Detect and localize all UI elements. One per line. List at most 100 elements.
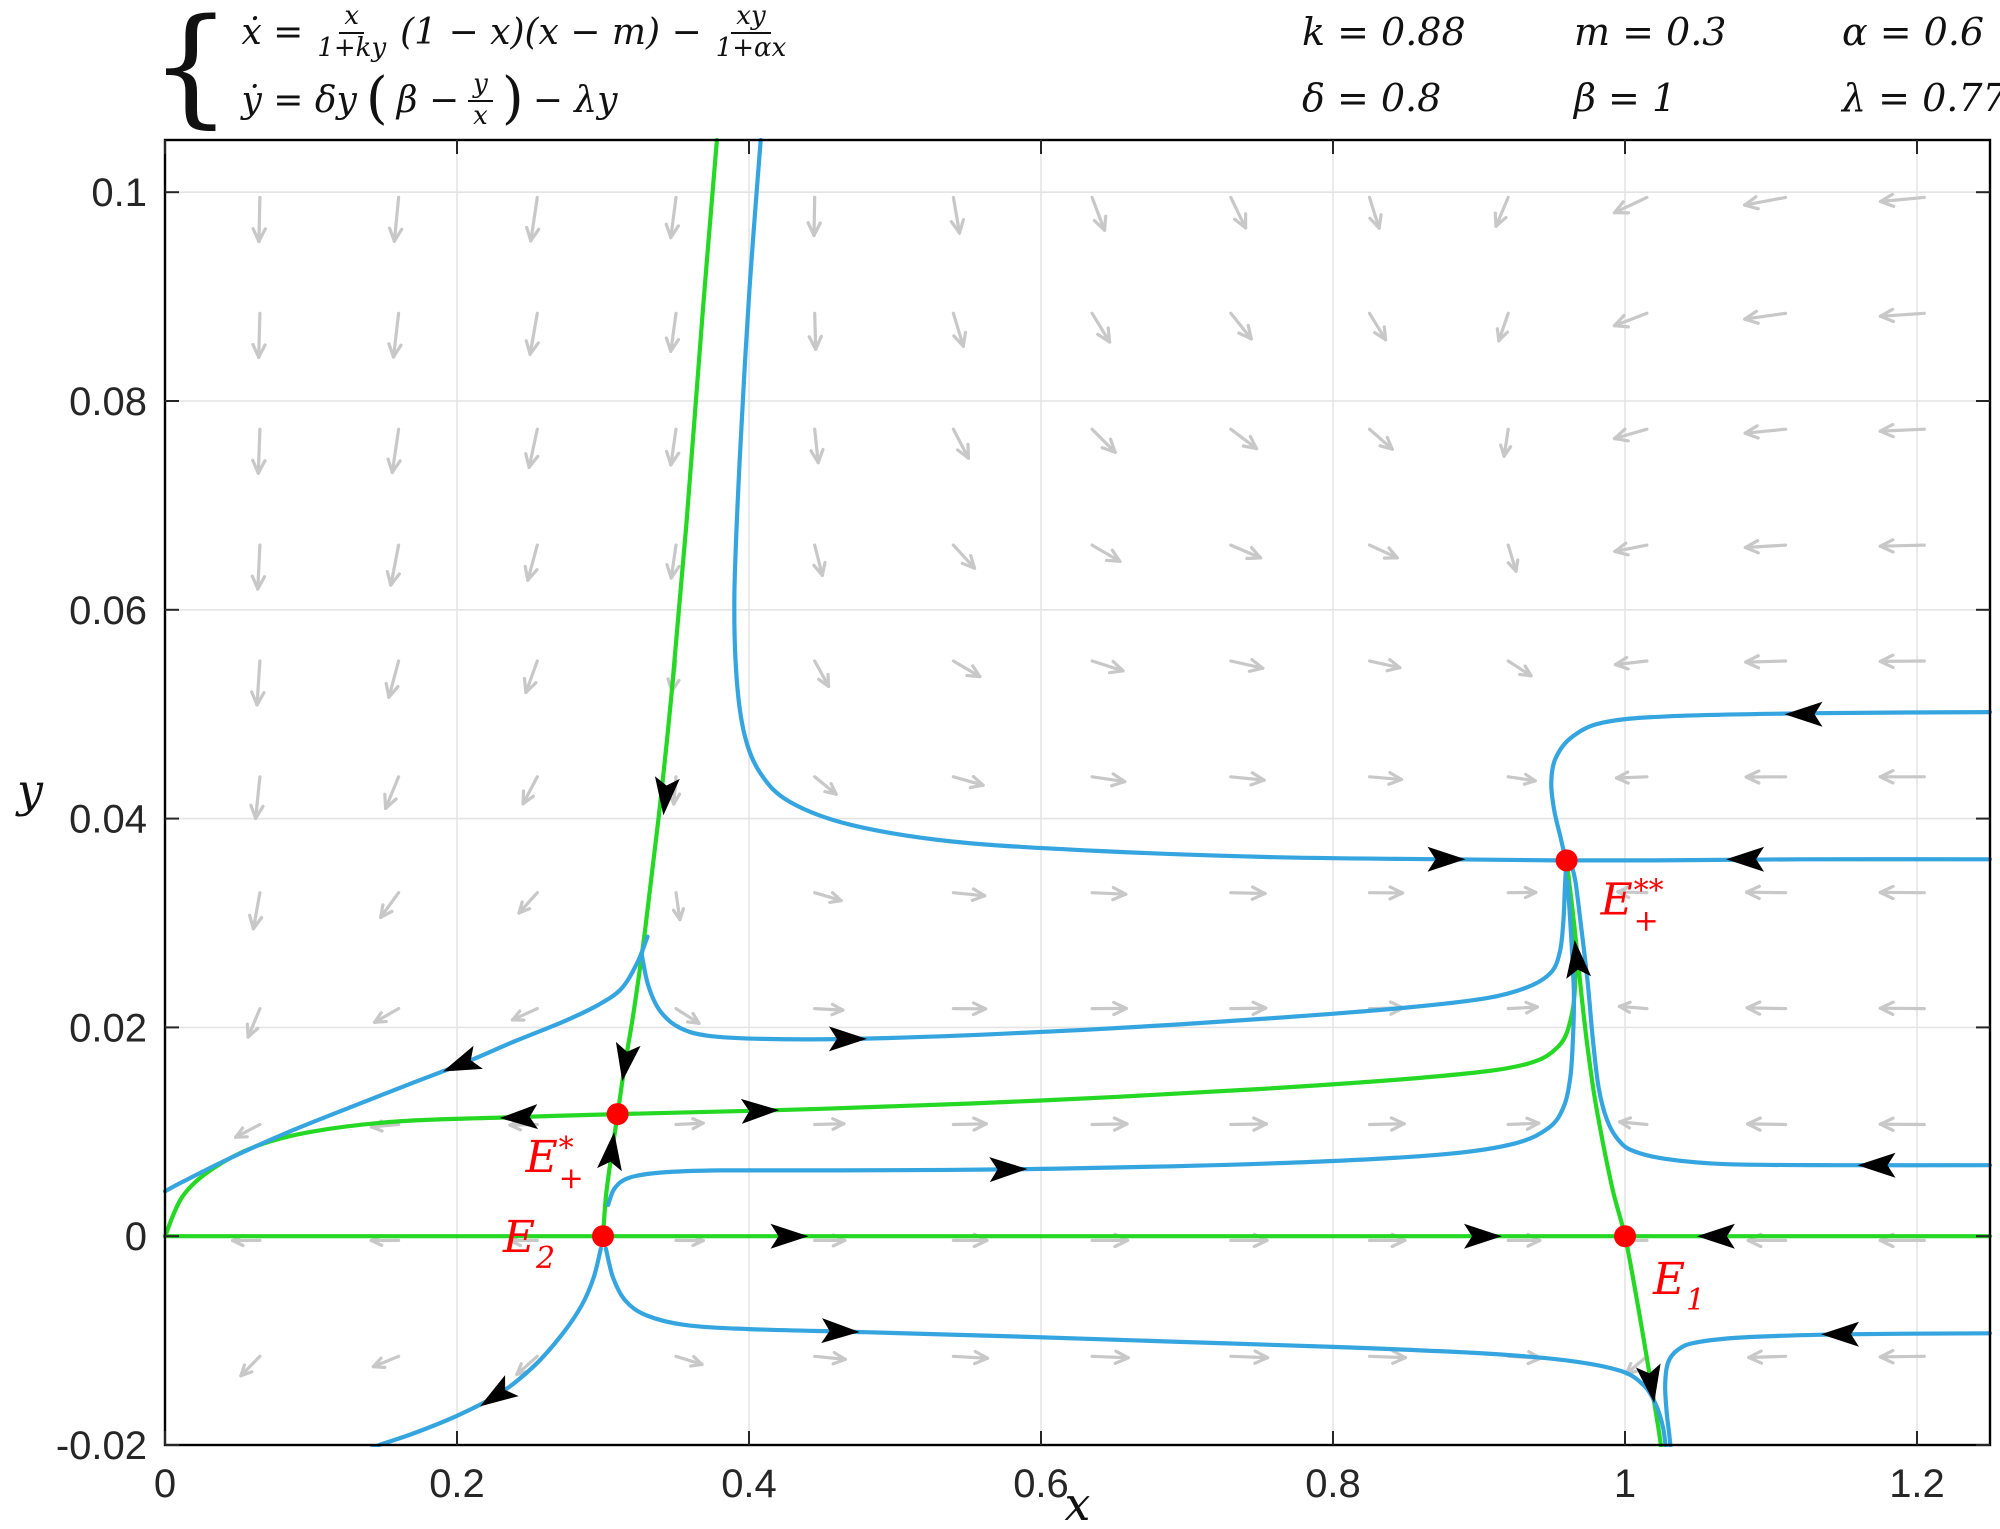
quiver-arrow xyxy=(1616,890,1649,895)
quiver-arrow xyxy=(1878,311,1926,318)
quiver-arrow xyxy=(1229,1122,1269,1127)
curve-manifold-vertical-E2-Eplus-star xyxy=(600,138,719,1239)
param-k: k = 0.88 xyxy=(1302,10,1466,54)
ode-ydot-equation: ẏ = δy ( β − y x ) − λy xyxy=(241,69,791,132)
x-tick-label: 0.6 xyxy=(1013,1462,1069,1506)
quiver-arrow xyxy=(527,427,539,469)
quiver-arrow xyxy=(1612,311,1649,328)
quiver-arrow xyxy=(1497,311,1510,343)
quiver-arrow xyxy=(951,195,962,235)
equilibrium-label-E1: E1 xyxy=(1652,1254,1705,1318)
curve-trajectory-low-from-right-edge xyxy=(1568,861,1992,1168)
quiver-arrow xyxy=(1367,659,1402,670)
quiver-arrow xyxy=(257,195,262,243)
x-tick-label: 0 xyxy=(154,1462,176,1506)
curve-manifold-vertical-E1-Eplus-2star xyxy=(1564,858,1664,1447)
y-tick-label: 0 xyxy=(125,1215,147,1259)
quiver-arrow xyxy=(813,1006,845,1012)
flow-direction-arrow xyxy=(1635,1363,1661,1404)
flow-direction-arrow xyxy=(1566,939,1592,979)
quiver-arrow xyxy=(255,659,262,707)
quiver-arrow xyxy=(369,1122,401,1129)
quiver-arrow xyxy=(951,659,982,679)
quiver-arrow xyxy=(1090,659,1125,673)
param-m: m = 0.3 xyxy=(1574,10,1727,54)
quiver-arrow xyxy=(1090,1354,1130,1360)
param-alpha: α = 0.6 xyxy=(1842,10,1985,54)
quiver-arrow xyxy=(951,891,987,898)
quiver-arrow xyxy=(1367,543,1399,560)
equilibrium-points: E2 E* + E1 E** + xyxy=(502,849,1705,1318)
curve-trajectory-right-y005 xyxy=(1549,710,1992,857)
quiver-arrow xyxy=(1612,427,1649,441)
quiver-arrow xyxy=(951,1354,990,1360)
flow-direction-arrows xyxy=(442,701,1896,1407)
xdot-fraction-1: x 1+ky xyxy=(317,1,387,63)
quiver-arrow xyxy=(813,311,818,351)
xdot-lhs: ẋ = xyxy=(241,12,304,54)
quiver-arrow xyxy=(1612,195,1649,215)
quiver-arrow xyxy=(392,195,401,243)
quiver-arrow xyxy=(951,543,977,570)
quiver-arrow xyxy=(1090,543,1122,564)
quiver-arrow xyxy=(390,427,401,474)
ode-system: { ẋ = x 1+ky (1 − x)(x − m) − xy 1+αx ẏ … xyxy=(150,0,791,141)
quiver-arrow xyxy=(1613,543,1649,554)
curve-trajectory-top-descending xyxy=(732,138,1557,863)
x-tick-label: 0.4 xyxy=(721,1462,777,1506)
flow-direction-arrow xyxy=(1857,1152,1896,1178)
quiver-arrow xyxy=(524,659,539,695)
equilibrium-label-E-plus-2star: E** + xyxy=(1600,873,1664,938)
quiver-arrow xyxy=(371,1354,401,1369)
quiver-arrow xyxy=(1090,891,1128,896)
curve-manifold-horizontal-through-Eplus-star xyxy=(163,866,1578,1239)
figure-header: { ẋ = x 1+ky (1 − x)(x − m) − xy 1+αx ẏ … xyxy=(0,0,2000,140)
quiver-arrow xyxy=(254,775,262,821)
flow-direction-arrow xyxy=(654,776,680,816)
quiver-arrow xyxy=(812,195,817,237)
phase-curves xyxy=(163,138,1992,1447)
quiver-arrow xyxy=(373,1006,401,1024)
y-tick-label: 0.04 xyxy=(69,798,147,842)
ydot-fraction: y x xyxy=(468,69,493,132)
curve-trajectory-right-y0036 xyxy=(1576,857,1992,863)
quiver-arrow xyxy=(510,1006,539,1022)
x-tick-label: 0.8 xyxy=(1305,1462,1361,1506)
xdot-fraction-2: xy 1+αx xyxy=(715,1,787,63)
equilibrium-label-E-plus-star: E* + xyxy=(525,1131,584,1196)
quiver-arrow xyxy=(391,311,401,359)
quiver-arrow xyxy=(1506,1121,1541,1127)
equilibrium-label-E2: E2 xyxy=(502,1212,555,1276)
flow-direction-arrow xyxy=(597,1131,622,1172)
flow-direction-arrow xyxy=(1696,1223,1735,1249)
x-tick-label: 1 xyxy=(1614,1462,1636,1506)
quiver-arrow xyxy=(1743,427,1788,435)
quiver-arrow xyxy=(1618,1120,1649,1127)
flow-direction-arrow xyxy=(480,1375,519,1407)
quiver-arrow xyxy=(1506,775,1537,783)
x-tick-label: 0.2 xyxy=(429,1462,485,1506)
y-tick-label: 0.06 xyxy=(69,589,147,633)
quiver-arrow xyxy=(1367,775,1404,782)
ode-equations: ẋ = x 1+ky (1 − x)(x − m) − xy 1+αx ẏ = … xyxy=(241,1,791,132)
quiver-arrow xyxy=(256,543,262,591)
quiver-arrow xyxy=(1367,1122,1406,1127)
quiver-arrow xyxy=(669,195,678,240)
quiver-arrow xyxy=(528,311,539,356)
quiver-arrow xyxy=(389,543,401,587)
quiver-arrow xyxy=(1878,543,1926,548)
x-tick-label: 1.2 xyxy=(1889,1462,1945,1506)
quiver-arrow xyxy=(669,427,678,467)
equilibrium-point-E2 xyxy=(592,1225,614,1248)
ydot-tail: − λy xyxy=(532,80,618,122)
quiver-arrow xyxy=(1229,1354,1270,1360)
quiver-arrow xyxy=(1367,311,1388,342)
system-brace: { xyxy=(150,0,232,141)
x-axis-label: x xyxy=(1065,1477,1091,1529)
quiver-arrow xyxy=(257,311,262,359)
xdot-middle: (1 − x)(x − m) − xyxy=(400,12,702,54)
quiver-arrow xyxy=(813,891,843,903)
tick-marks xyxy=(164,140,1990,1446)
grid-lines xyxy=(164,140,1990,1446)
